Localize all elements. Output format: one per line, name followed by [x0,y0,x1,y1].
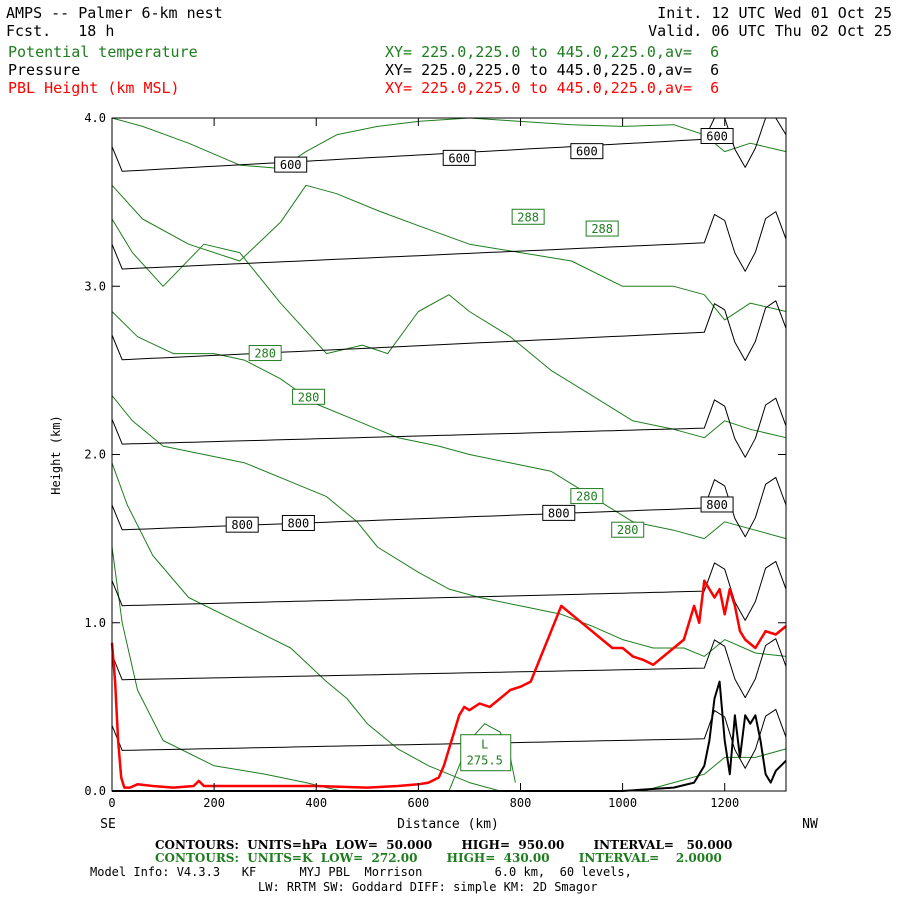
pressure-label-7: 800 [706,498,728,512]
y-tick-label-1.0: 1.0 [84,616,106,630]
field-xy-theta: XY= 225.0,225.0 to 445.0,225.0,av= 6 [385,43,720,61]
y-tick-label-0.0: 0.0 [84,784,106,798]
pressure-label-2: 600 [576,145,598,159]
pressure-contour-6 [111,638,787,699]
contours-theta-info: CONTOURS: UNITS=K LOW= 272.00 HIGH= 430.… [155,851,722,865]
theta-label-4-box [570,488,604,505]
theta-label-0-box [511,208,545,225]
plot-frame [111,117,787,792]
theta-contour-4 [111,395,787,657]
pressure-label-4-box [225,516,259,533]
field-name-theta: Potential temperature [8,43,198,61]
theta-contour-2 [111,218,787,439]
pressure-label-0-box [274,156,308,173]
pressure-label-6: 800 [548,506,570,520]
y-tick-label-3.0: 3.0 [84,279,106,293]
pbl-height-line [110,579,787,789]
pressure-label-4: 800 [231,518,253,532]
theta-label-2-box [248,345,282,362]
theta-label-0: 288 [517,210,539,224]
theta-label-5-box [611,521,645,538]
theta-label-1-box [585,220,619,237]
theta-label-4: 280 [576,490,598,504]
theta-label-1: 288 [591,222,613,236]
theta-label-5: 280 [617,523,639,537]
theta-contour-1 [111,184,787,321]
pressure-label-0: 600 [280,158,302,172]
pressure-contour-7 [111,708,787,769]
right-end-label: NW [802,817,818,832]
theta-contour-6 [111,546,358,792]
x-tick-label-0: 0 [108,796,115,810]
x-tick-label-800: 800 [510,796,532,810]
pressure-contour-4 [111,476,787,538]
init-time: Init. 12 UTC Wed 01 Oct 25 [657,4,892,22]
theta-label-2: 280 [254,347,276,361]
pressure-label-2-box [570,143,604,160]
valid-time: Valid. 06 UTC Thu 02 Oct 25 [648,22,892,40]
x-tick-label-200: 200 [203,796,225,810]
y-tick-label-2.0: 2.0 [84,448,106,462]
field-xy-pbl: XY= 225.0,225.0 to 445.0,225.0,av= 6 [385,79,720,97]
field-name-pressure: Pressure [8,61,81,79]
x-tick-label-1000: 1000 [608,796,637,810]
plot-title: AMPS -- Palmer 6-km nest [6,4,223,22]
pressure-contour-2 [111,300,787,361]
low-label-box [460,734,512,772]
x-tick-label-1200: 1200 [710,796,739,810]
left-end-label: SE [100,817,116,832]
x-tick-label-400: 400 [305,796,327,810]
pressure-label-3-box [700,128,734,145]
x-axis-label: Distance (km) [397,817,499,832]
pressure-label-5: 800 [288,516,310,530]
y-tick-label-4.0: 4.0 [84,111,106,125]
theta-contour-3 [111,311,787,540]
contours-pressure-info: CONTOURS: UNITS=hPa LOW= 50.000 HIGH= 95… [155,838,733,852]
field-xy-pressure: XY= 225.0,225.0 to 445.0,225.0,av= 6 [385,61,720,79]
pressure-label-1: 600 [448,151,470,165]
pressure-label-7-box [700,496,734,513]
pressure-label-5-box [281,514,315,531]
pressure-label-1-box [442,149,476,166]
pressure-contour-3 [111,397,787,458]
pressure-label-3: 600 [706,130,728,144]
field-name-pbl: PBL Height (km MSL) [8,79,180,97]
pressure-label-6-box [542,504,576,521]
model-info-physics: LW: RRTM SW: Goddard DIFF: simple KM: 2D… [258,880,598,894]
low-label-value: 275.5 [467,754,503,768]
forecast-hour: Fcst. 18 h [6,22,115,40]
theta-contour-5 [111,462,787,792]
theta-label-3-box [292,388,326,405]
pressure-contour-5 [111,560,787,621]
theta-label-3: 280 [298,390,320,404]
model-info: Model Info: V4.3.3 KF MYJ PBL Morrison 6… [90,865,632,879]
terrain-line [112,680,787,792]
pressure-contour-1 [111,211,787,272]
y-axis-label: Height (km) [49,415,63,494]
x-tick-label-600: 600 [408,796,430,810]
low-label-letter: L [481,738,488,752]
